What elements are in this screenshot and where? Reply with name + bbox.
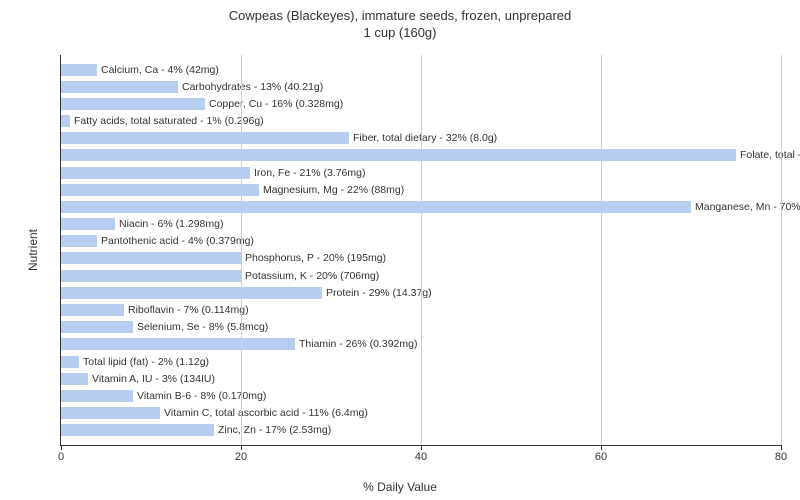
plot-area: Calcium, Ca - 4% (42mg) Carbohydrates - 1…: [60, 55, 781, 446]
bar-label: Carbohydrates - 13% (40.21g): [178, 80, 323, 94]
bar: [61, 287, 322, 299]
bar-label: Folate, total - 75% (299mcg): [736, 148, 800, 162]
bar: [61, 149, 736, 161]
chart-title: Cowpeas (Blackeyes), immature seeds, fro…: [0, 0, 800, 42]
x-tick-label: 60: [595, 451, 607, 463]
title-line-1: Cowpeas (Blackeyes), immature seeds, fro…: [229, 8, 572, 23]
bar-label: Total lipid (fat) - 2% (1.12g): [79, 355, 209, 369]
bar-label: Copper, Cu - 16% (0.328mg): [205, 97, 343, 111]
bar: [61, 64, 97, 76]
bar-label: Riboflavin - 7% (0.114mg): [124, 303, 249, 317]
title-line-2: 1 cup (160g): [364, 25, 437, 40]
bar: [61, 373, 88, 385]
gridline: [601, 55, 602, 445]
bar: [61, 338, 295, 350]
x-tick-label: 80: [775, 451, 787, 463]
bar: [61, 252, 241, 264]
bar-label: Niacin - 6% (1.298mg): [115, 217, 223, 231]
y-axis-label: Nutrient: [26, 229, 40, 271]
x-tick-mark: [601, 445, 602, 450]
x-tick-mark: [781, 445, 782, 450]
bar: [61, 407, 160, 419]
gridline: [241, 55, 242, 445]
x-tick-label: 20: [235, 451, 247, 463]
bar-label: Vitamin A, IU - 3% (134IU): [88, 372, 215, 386]
bar-label: Vitamin C, total ascorbic acid - 11% (6.…: [160, 406, 368, 420]
bar-label: Zinc, Zn - 17% (2.53mg): [214, 423, 331, 437]
gridline: [421, 55, 422, 445]
bar-label: Fatty acids, total saturated - 1% (0.296…: [70, 114, 264, 128]
gridline: [781, 55, 782, 445]
bar: [61, 390, 133, 402]
bar: [61, 424, 214, 436]
bar: [61, 201, 691, 213]
bar-label: Thiamin - 26% (0.392mg): [295, 337, 417, 351]
bar: [61, 98, 205, 110]
nutrient-chart: Cowpeas (Blackeyes), immature seeds, fro…: [0, 0, 800, 500]
bar-label: Phosphorus, P - 20% (195mg): [241, 251, 386, 265]
x-tick-mark: [241, 445, 242, 450]
bar: [61, 132, 349, 144]
bar-label: Calcium, Ca - 4% (42mg): [97, 63, 219, 77]
bar: [61, 356, 79, 368]
bar-label: Pantothenic acid - 4% (0.379mg): [97, 234, 254, 248]
bar-label: Protein - 29% (14.37g): [322, 286, 432, 300]
bar-label: Fiber, total dietary - 32% (8.0g): [349, 131, 497, 145]
bar: [61, 321, 133, 333]
bar: [61, 235, 97, 247]
bar-label: Iron, Fe - 21% (3.76mg): [250, 166, 365, 180]
bar: [61, 304, 124, 316]
bar: [61, 81, 178, 93]
x-tick-mark: [61, 445, 62, 450]
x-tick-label: 40: [415, 451, 427, 463]
bar: [61, 167, 250, 179]
bar: [61, 218, 115, 230]
x-tick-mark: [421, 445, 422, 450]
bar: [61, 184, 259, 196]
bar: [61, 115, 70, 127]
bar-label: Potassium, K - 20% (706mg): [241, 269, 379, 283]
bar-label: Vitamin B-6 - 8% (0.170mg): [133, 389, 266, 403]
x-axis-label: % Daily Value: [363, 480, 437, 494]
bar-label: Magnesium, Mg - 22% (88mg): [259, 183, 404, 197]
bar: [61, 270, 241, 282]
x-tick-label: 0: [58, 451, 64, 463]
bar-label: Selenium, Se - 8% (5.8mcg): [133, 320, 268, 334]
bar-label: Manganese, Mn - 70% (1.410mg): [691, 200, 800, 214]
